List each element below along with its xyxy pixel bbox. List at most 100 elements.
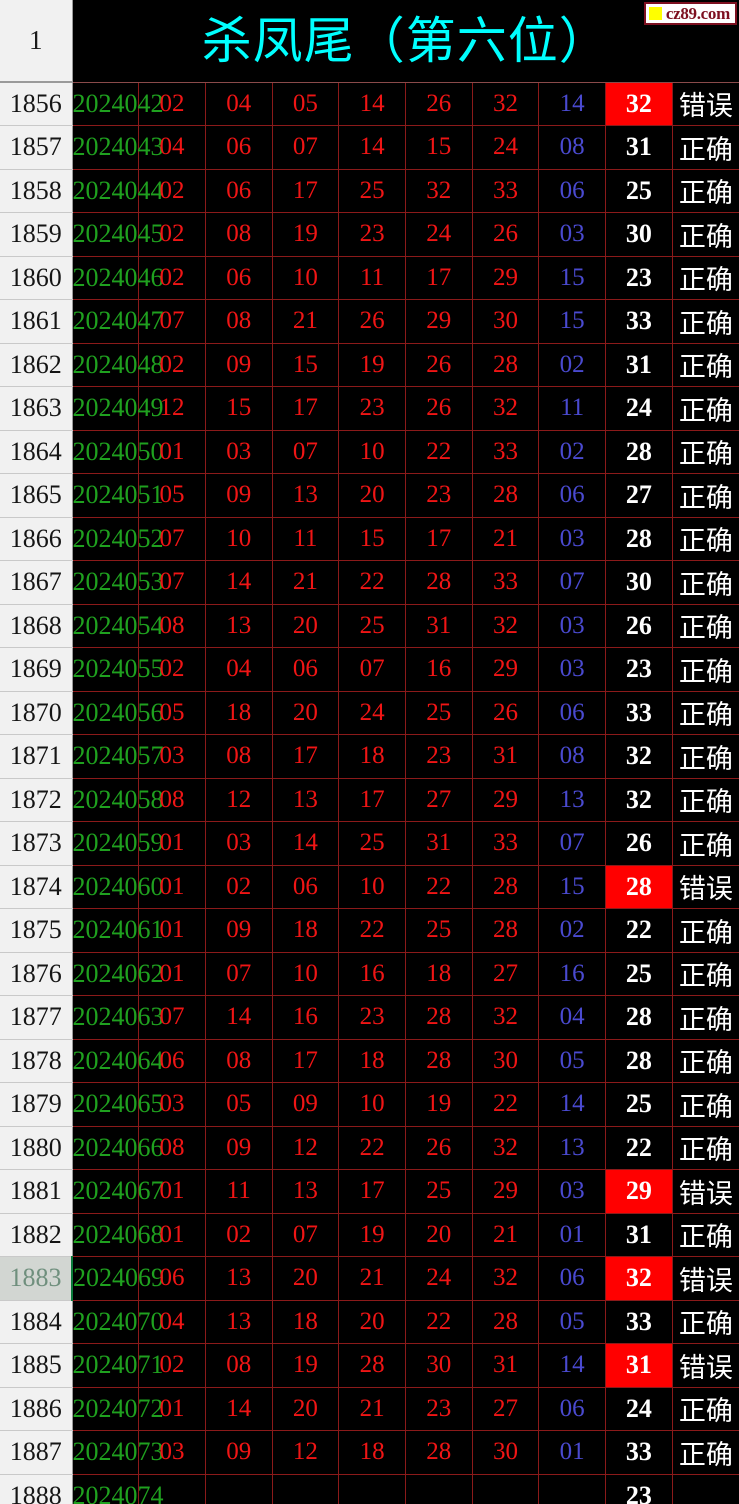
- ball-number-cell: 07: [138, 517, 206, 561]
- ball-number-cell: 18: [272, 1300, 340, 1344]
- ball-number-cell: 02: [205, 865, 273, 909]
- issue-number-cell: 2024042: [72, 82, 164, 126]
- row-index-cell: 1882: [0, 1213, 73, 1257]
- table-row[interactable]: 1860 2024046 02 06 10 11 17 29 15 23 正确: [0, 256, 739, 300]
- table-row[interactable]: 1862 2024048 02 09 15 19 26 28 02 31 正确: [0, 343, 739, 387]
- ball-number-cell: 21: [472, 517, 540, 561]
- issue-number-cell: 2024057: [72, 734, 164, 779]
- special-ball-cell: 05: [538, 1039, 606, 1083]
- table-row[interactable]: 1875 2024061 01 09 18 22 25 28 02 22 正确: [0, 908, 739, 953]
- issue-number-cell: 2024062: [72, 952, 164, 996]
- table-row[interactable]: 1870 2024056 05 18 20 24 25 26 06 33 正确: [0, 691, 739, 735]
- row-index-cell: 1865: [0, 473, 73, 518]
- ball-number-cell: 28: [472, 1300, 540, 1344]
- page-title: 杀凤尾（第六位）: [201, 12, 610, 69]
- table-row[interactable]: 1857 2024043 04 06 07 14 15 24 08 31 正确: [0, 125, 739, 170]
- special-ball-cell: 14: [538, 1343, 606, 1388]
- ball-number-cell: 20: [272, 1256, 340, 1301]
- ball-number-cell: 22: [338, 560, 406, 605]
- table-row[interactable]: 1883 2024069 06 13 20 21 24 32 06 32 错误: [0, 1256, 739, 1301]
- table-row[interactable]: 1858 2024044 02 06 17 25 32 33 06 25 正确: [0, 169, 739, 213]
- ball-number-cell: 04: [205, 82, 273, 126]
- table-row[interactable]: 1868 2024054 08 13 20 25 31 32 03 26 正确: [0, 604, 739, 648]
- table-row[interactable]: 1880 2024066 08 09 12 22 26 32 13 22 正确: [0, 1126, 739, 1170]
- table-row[interactable]: 1878 2024064 06 08 17 18 28 30 05 28 正确: [0, 1039, 739, 1083]
- ball-number-cell: 03: [138, 1082, 206, 1127]
- header-index-cell: 1: [0, 0, 73, 83]
- table-row[interactable]: 1861 2024047 07 08 21 26 29 30 15 33 正确: [0, 299, 739, 344]
- ball-number-cell: 17: [338, 1169, 406, 1214]
- table-row[interactable]: 1867 2024053 07 14 21 22 28 33 07 30 正确: [0, 560, 739, 605]
- special-ball-cell: [538, 1474, 606, 1504]
- ball-number-cell: 32: [472, 82, 540, 126]
- row-index-cell: 1859: [0, 212, 73, 257]
- issue-number-cell: 2024068: [72, 1213, 164, 1257]
- table-row[interactable]: 1873 2024059 01 03 14 25 31 33 07 26 正确: [0, 821, 739, 866]
- issue-number-cell: 2024049: [72, 386, 164, 431]
- ball-number-cell: 29: [472, 256, 540, 300]
- row-index-cell: 1860: [0, 256, 73, 300]
- ball-number-cell: 07: [338, 647, 406, 692]
- row-index-cell: 1857: [0, 125, 73, 170]
- ball-number-cell: 25: [405, 1169, 473, 1214]
- table-row[interactable]: 1877 2024063 07 14 16 23 28 32 04 28 正确: [0, 995, 739, 1040]
- issue-number-cell: 2024054: [72, 604, 164, 648]
- row-index-cell: 1871: [0, 734, 73, 779]
- kill-number-cell: 23: [605, 647, 673, 692]
- table-row[interactable]: 1869 2024055 02 04 06 07 16 29 03 23 正确: [0, 647, 739, 692]
- table-row[interactable]: 1887 2024073 03 09 12 18 28 30 01 33 正确: [0, 1430, 739, 1475]
- ball-number-cell: 04: [205, 647, 273, 692]
- table-row[interactable]: 1871 2024057 03 08 17 18 23 31 08 32 正确: [0, 734, 739, 779]
- ball-number-cell: 10: [338, 1082, 406, 1127]
- table-row[interactable]: 1864 2024050 01 03 07 10 22 33 02 28 正确: [0, 430, 739, 474]
- kill-number-cell: 32: [605, 778, 673, 822]
- ball-number-cell: 30: [405, 1343, 473, 1388]
- ball-number-cell: 07: [272, 430, 340, 474]
- ball-number-cell: 28: [405, 995, 473, 1040]
- row-index-cell: 1867: [0, 560, 73, 605]
- table-row[interactable]: 1872 2024058 08 12 13 17 27 29 13 32 正确: [0, 778, 739, 822]
- table-row[interactable]: 1879 2024065 03 05 09 10 19 22 14 25 正确: [0, 1082, 739, 1127]
- table-row[interactable]: 1859 2024045 02 08 19 23 24 26 03 30 正确: [0, 212, 739, 257]
- ball-number-cell: 25: [338, 821, 406, 866]
- issue-number-cell: 2024047: [72, 299, 164, 344]
- ball-number-cell: 05: [205, 1082, 273, 1127]
- table-row[interactable]: 1885 2024071 02 08 19 28 30 31 14 31 错误: [0, 1343, 739, 1388]
- result-status-cell: 正确: [672, 386, 739, 431]
- ball-number-cell: 32: [472, 1256, 540, 1301]
- kill-number-cell: 33: [605, 1430, 673, 1475]
- issue-number-cell: 2024071: [72, 1343, 164, 1388]
- ball-number-cell: 32: [472, 604, 540, 648]
- table-row[interactable]: 1884 2024070 04 13 18 20 22 28 05 33 正确: [0, 1300, 739, 1344]
- ball-number-cell: 14: [338, 82, 406, 126]
- ball-number-cell: 22: [405, 1300, 473, 1344]
- ball-number-cell: 20: [338, 1300, 406, 1344]
- ball-number-cell: 31: [472, 734, 540, 779]
- ball-number-cell: 17: [405, 256, 473, 300]
- table-row[interactable]: 1865 2024051 05 09 13 20 23 28 06 27 正确: [0, 473, 739, 518]
- row-index-cell: 1866: [0, 517, 73, 561]
- ball-number-cell: 06: [138, 1039, 206, 1083]
- table-row[interactable]: 1863 2024049 12 15 17 23 26 32 11 24 正确: [0, 386, 739, 431]
- table-row[interactable]: 1886 2024072 01 14 20 21 23 27 06 24 正确: [0, 1387, 739, 1431]
- table-row[interactable]: 1866 2024052 07 10 11 15 17 21 03 28 正确: [0, 517, 739, 561]
- table-row[interactable]: 1874 2024060 01 02 06 10 22 28 15 28 错误: [0, 865, 739, 909]
- table-row[interactable]: 1882 2024068 01 02 07 19 20 21 01 31 正确: [0, 1213, 739, 1257]
- ball-number-cell: 22: [338, 1126, 406, 1170]
- ball-number-cell: 30: [472, 299, 540, 344]
- ball-number-cell: 26: [405, 1126, 473, 1170]
- table-row[interactable]: 1856 2024042 02 04 05 14 26 32 14 32 错误: [0, 82, 739, 126]
- ball-number-cell: 25: [405, 691, 473, 735]
- table-row[interactable]: 1881 2024067 01 11 13 17 25 29 03 29 错误: [0, 1169, 739, 1214]
- ball-number-cell: 32: [472, 995, 540, 1040]
- site-logo-badge[interactable]: cz89.com: [643, 2, 737, 25]
- table-row[interactable]: 1888 2024074 23: [0, 1474, 739, 1504]
- kill-number-cell: 28: [605, 995, 673, 1040]
- special-ball-cell: 04: [538, 995, 606, 1040]
- special-ball-cell: 15: [538, 256, 606, 300]
- row-index-cell: 1856: [0, 82, 73, 126]
- ball-number-cell: 20: [272, 604, 340, 648]
- issue-number-cell: 2024055: [72, 647, 164, 692]
- table-row[interactable]: 1876 2024062 01 07 10 16 18 27 16 25 正确: [0, 952, 739, 996]
- result-status-cell: 正确: [672, 604, 739, 648]
